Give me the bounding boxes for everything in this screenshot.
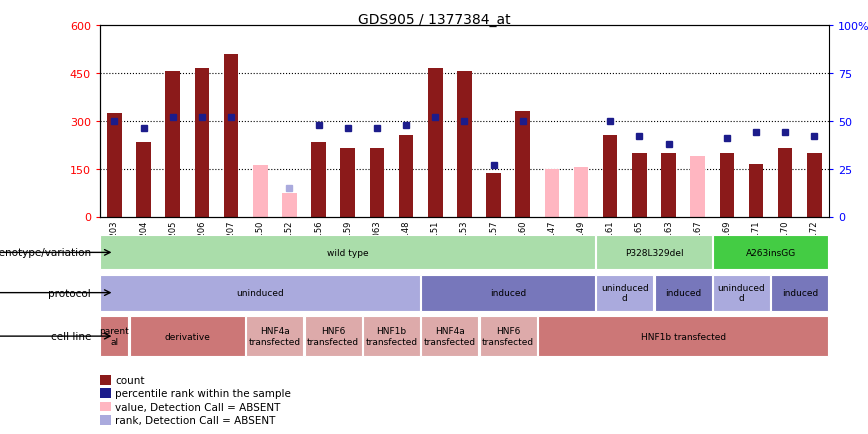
Bar: [596, 275, 654, 311]
Bar: [101, 236, 595, 270]
Bar: [544, 169, 559, 217]
Bar: [129, 316, 245, 356]
Bar: [479, 316, 536, 356]
Text: A263insGG: A263insGG: [746, 248, 796, 257]
Bar: [305, 316, 362, 356]
Bar: [253, 166, 267, 217]
Text: rank, Detection Call = ABSENT: rank, Detection Call = ABSENT: [115, 415, 275, 425]
Text: induced: induced: [665, 289, 701, 297]
Bar: [100, 388, 111, 398]
Text: P328L329del: P328L329del: [625, 248, 683, 257]
Bar: [100, 375, 111, 385]
Text: uninduced
d: uninduced d: [718, 283, 766, 302]
Bar: [720, 153, 734, 217]
Bar: [421, 316, 478, 356]
Bar: [538, 316, 828, 356]
Text: GDS905 / 1377384_at: GDS905 / 1377384_at: [358, 13, 510, 27]
Bar: [713, 236, 828, 270]
Bar: [713, 275, 770, 311]
Bar: [428, 69, 443, 217]
Bar: [421, 275, 595, 311]
Bar: [194, 69, 209, 217]
Text: uninduced: uninduced: [236, 289, 284, 297]
Bar: [398, 136, 413, 217]
Text: HNF4a
transfected: HNF4a transfected: [249, 327, 301, 346]
Bar: [282, 193, 297, 217]
Bar: [807, 153, 822, 217]
Bar: [247, 316, 304, 356]
Bar: [632, 153, 647, 217]
Text: genotype/variation: genotype/variation: [0, 248, 91, 258]
Bar: [136, 142, 151, 217]
Bar: [771, 275, 828, 311]
Text: percentile rank within the sample: percentile rank within the sample: [115, 388, 291, 398]
Text: protocol: protocol: [49, 288, 91, 298]
Bar: [107, 114, 122, 217]
Bar: [486, 174, 501, 217]
Bar: [101, 275, 420, 311]
Bar: [312, 142, 326, 217]
Bar: [603, 136, 617, 217]
Text: uninduced
d: uninduced d: [601, 283, 648, 302]
Text: wild type: wild type: [327, 248, 369, 257]
Bar: [100, 402, 111, 411]
Bar: [340, 148, 355, 217]
Bar: [516, 112, 530, 217]
Text: value, Detection Call = ABSENT: value, Detection Call = ABSENT: [115, 401, 280, 411]
Bar: [457, 72, 471, 217]
Bar: [101, 316, 128, 356]
Bar: [166, 72, 180, 217]
Bar: [224, 55, 239, 217]
Text: count: count: [115, 375, 145, 385]
Bar: [100, 415, 111, 425]
Bar: [574, 168, 589, 217]
Bar: [778, 148, 792, 217]
Bar: [596, 236, 712, 270]
Text: induced: induced: [782, 289, 818, 297]
Bar: [363, 316, 420, 356]
Text: induced: induced: [490, 289, 526, 297]
Bar: [661, 153, 676, 217]
Bar: [370, 148, 385, 217]
Text: HNF4a
transfected: HNF4a transfected: [424, 327, 476, 346]
Text: HNF6
transfected: HNF6 transfected: [482, 327, 534, 346]
Text: HNF6
transfected: HNF6 transfected: [307, 327, 359, 346]
Text: derivative: derivative: [164, 332, 210, 341]
Bar: [654, 275, 712, 311]
Text: HNF1b transfected: HNF1b transfected: [641, 332, 726, 341]
Bar: [749, 164, 763, 217]
Text: HNF1b
transfected: HNF1b transfected: [365, 327, 418, 346]
Text: cell line: cell line: [50, 332, 91, 341]
Bar: [690, 157, 705, 217]
Text: parent
al: parent al: [100, 327, 129, 346]
